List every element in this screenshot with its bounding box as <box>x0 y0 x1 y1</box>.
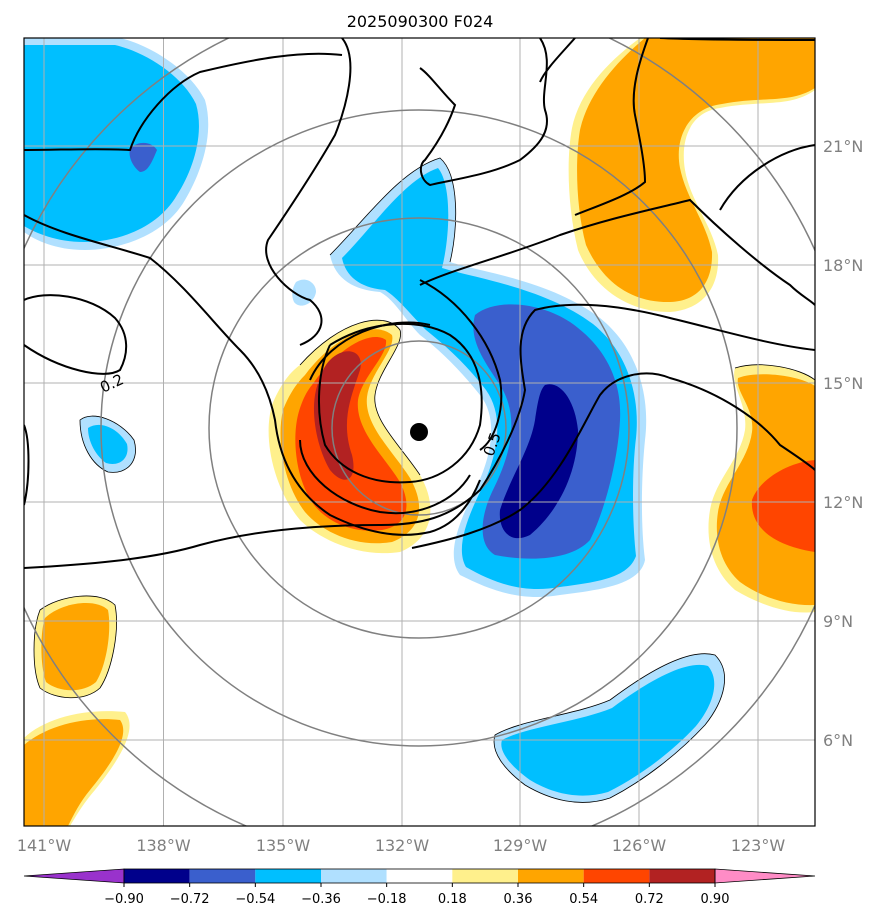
range-rings <box>24 38 815 826</box>
y-axis-labels: 21°N 18°N 15°N 12°N 9°N 6°N <box>823 137 863 750</box>
map-area: 0.2 0.5 <box>24 38 815 826</box>
x-axis-labels: 141°W 138°W 135°W 132°W 129°W 126°W 123°… <box>17 836 786 855</box>
colorbar-tick-label: 0.90 <box>701 892 730 907</box>
x-tick-label: 123°W <box>731 836 786 855</box>
colorbar-tick-label: 0.36 <box>504 892 533 907</box>
colorbar-segment <box>649 869 715 883</box>
colorbar-segment <box>255 869 321 883</box>
colorbar-tick-label: 0.54 <box>569 892 598 907</box>
warm-field-northeast <box>577 38 815 302</box>
colorbar-segment <box>386 869 453 883</box>
y-tick-label: 15°N <box>823 374 863 393</box>
x-tick-label: 132°W <box>375 836 430 855</box>
cool-field-northwest-core <box>129 142 157 172</box>
x-tick-label: 126°W <box>612 836 667 855</box>
colorbar: −0.90 −0.72 −0.54 −0.36 −0.18 0.18 0.36 0.54 0.7… <box>23 868 816 907</box>
negative-anomaly-fields <box>24 38 725 803</box>
shading-outlines <box>33 157 815 803</box>
colorbar-tick-label: −0.18 <box>367 892 407 907</box>
x-tick-label: 138°W <box>136 836 191 855</box>
storm-center-marker <box>410 423 428 441</box>
y-tick-label: 21°N <box>823 137 863 156</box>
colorbar-segment <box>124 869 190 883</box>
colorbar-segment <box>452 869 518 883</box>
warm-field-southwest <box>24 719 124 826</box>
colorbar-segment <box>583 869 650 883</box>
colorbar-tick-label: −0.90 <box>104 892 144 907</box>
cool-field-south <box>501 664 715 796</box>
colorbar-extend-low <box>23 868 125 884</box>
gridlines <box>24 38 815 826</box>
warm-field-east-core <box>751 460 815 552</box>
colorbar-segment <box>189 869 256 883</box>
colorbar-tick-label: −0.72 <box>170 892 210 907</box>
cool-field-central-core <box>499 384 578 539</box>
y-tick-label: 18°N <box>823 256 863 275</box>
y-tick-label: 6°N <box>823 731 853 750</box>
colorbar-tick-label: −0.36 <box>301 892 341 907</box>
colorbar-tick-label: 0.72 <box>635 892 664 907</box>
colorbar-tick-label: 0.18 <box>438 892 467 907</box>
x-tick-label: 141°W <box>17 836 72 855</box>
colorbar-tick-label: −0.54 <box>235 892 275 907</box>
x-tick-label: 129°W <box>493 836 548 855</box>
cool-field-northwest <box>24 45 199 242</box>
contour-lines <box>24 38 815 569</box>
positive-anomaly-fields <box>24 38 815 826</box>
colorbar-frame <box>123 868 716 884</box>
y-tick-label: 12°N <box>823 493 863 512</box>
colorbar-segment <box>518 869 584 883</box>
cool-field-west-spot <box>88 424 128 464</box>
map-frame <box>23 37 816 827</box>
chart-title: 2025090300 F024 <box>347 12 494 31</box>
colorbar-extend-high <box>714 868 816 884</box>
colorbar-segment <box>321 869 387 883</box>
y-tick-label: 9°N <box>823 612 853 631</box>
x-tick-label: 135°W <box>256 836 311 855</box>
